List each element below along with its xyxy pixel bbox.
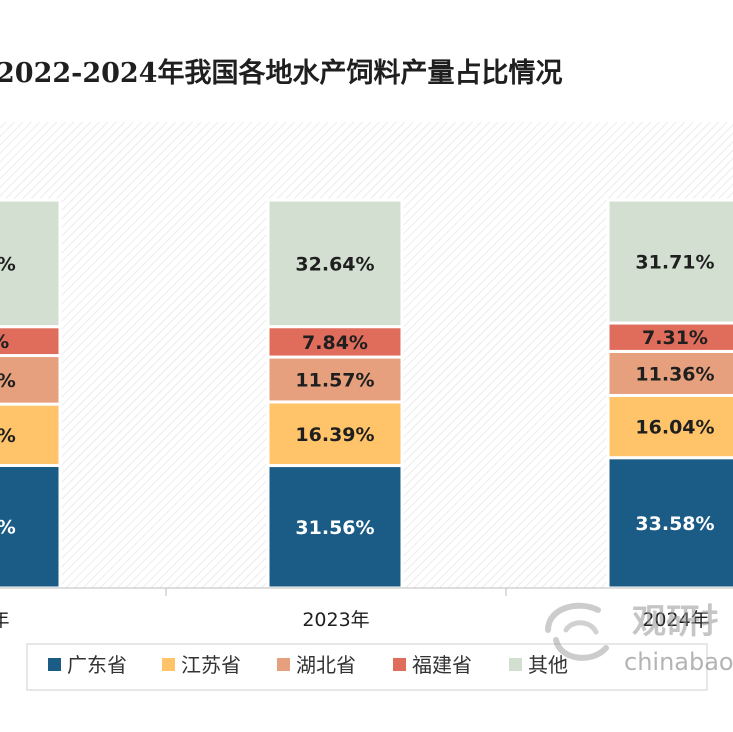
legend-label: 湖北省 <box>296 653 356 677</box>
data-label: 32.64% <box>295 253 374 275</box>
data-label: 16.39% <box>295 424 374 446</box>
bar-segment <box>0 463 62 590</box>
bar-segment <box>0 198 62 329</box>
legend-swatch <box>48 658 61 671</box>
data-label: 58% <box>0 517 16 539</box>
bar-segment <box>266 355 404 404</box>
data-label: 4% <box>0 331 9 353</box>
x-tick-label: 2023年 <box>302 609 369 631</box>
data-label: 52% <box>0 370 16 392</box>
x-axis-labels: 2年 2023年 2024年 <box>0 609 710 631</box>
bar-segment <box>0 354 62 406</box>
legend-label: 广东省 <box>67 653 127 677</box>
x-tick-label: 2024年 <box>642 609 709 631</box>
bar-segment <box>266 400 404 468</box>
legend-label: 福建省 <box>412 653 472 677</box>
bar-segment <box>0 325 62 358</box>
watermark-logo-icon <box>545 602 609 661</box>
legend-swatch <box>509 658 522 671</box>
x-tick-label: 2年 <box>0 609 10 631</box>
bar-segment <box>266 325 404 359</box>
data-label: 16.04% <box>635 417 714 439</box>
legend-swatch <box>162 658 175 671</box>
legend-label: 其他 <box>528 653 568 677</box>
data-label: 7.31% <box>642 327 708 349</box>
data-label: 7.84% <box>302 332 368 354</box>
chart-title: 2022-2024年我国各地水产饲料产量占比情况 <box>0 58 563 89</box>
legend-swatch <box>393 658 406 671</box>
data-label: 31.56% <box>295 517 374 539</box>
x-axis-ticks <box>165 588 507 596</box>
legend-box <box>26 643 708 691</box>
bar-segment <box>266 198 404 329</box>
watermark-brand-cn: 观研扌 <box>632 602 733 642</box>
watermark-brand-en: chinabaog <box>624 648 733 676</box>
bar-segment <box>606 321 733 353</box>
legend-label: 江苏省 <box>181 653 241 677</box>
legend: 广东省 江苏省 湖北省 福建省 其他 <box>48 653 568 677</box>
bar-segment <box>0 402 62 467</box>
bars-group: 58% 81% 52% 4% 64% 31.56% 16.39% 11.57% 7.84% 32.… <box>0 198 733 590</box>
data-label: 64% <box>0 253 16 275</box>
bar-segment <box>606 198 733 325</box>
data-label: 31.71% <box>635 252 714 274</box>
data-label: 11.36% <box>635 363 714 385</box>
data-label: 33.58% <box>635 513 714 535</box>
legend-swatch <box>277 658 290 671</box>
data-label: 81% <box>0 425 16 447</box>
data-label: 11.57% <box>295 370 374 392</box>
